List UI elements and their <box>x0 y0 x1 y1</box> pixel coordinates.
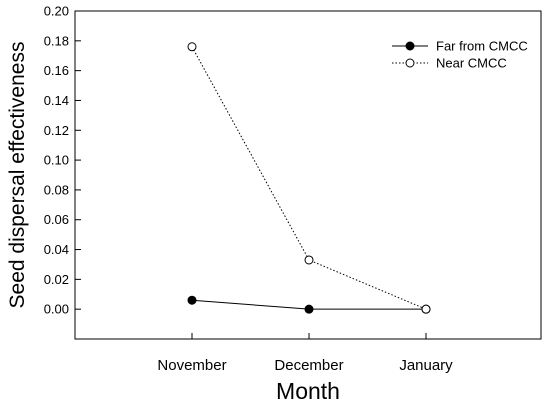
legend-marker <box>405 41 415 51</box>
series-near-cmcc <box>187 42 431 314</box>
y-tick-label: 0.00 <box>44 302 69 317</box>
data-point <box>187 42 197 52</box>
y-tick-label: 0.12 <box>44 123 69 138</box>
legend: Far from CMCC Near CMCC <box>392 39 528 71</box>
data-point <box>304 304 314 314</box>
x-tick-label: January <box>399 357 453 374</box>
series-layer <box>187 42 431 314</box>
series-far-from-cmcc <box>187 295 431 314</box>
x-axis-label: Month <box>276 378 340 404</box>
y-tick-label: 0.02 <box>44 272 69 287</box>
legend-label: Near CMCC <box>436 56 507 71</box>
data-point <box>304 255 314 265</box>
legend-marker <box>405 58 415 68</box>
y-tick-label: 0.20 <box>44 4 69 19</box>
y-axis: 0.00 0.02 0.04 0.06 0.08 0.10 0.12 0.14 0.16 0.18… <box>44 4 81 317</box>
y-tick-label: 0.16 <box>44 63 69 78</box>
data-point <box>187 295 197 305</box>
x-tick-label: November <box>157 357 226 374</box>
legend-entry: Near CMCC <box>392 56 507 71</box>
series-line <box>191 46 427 310</box>
y-tick-label: 0.06 <box>44 212 69 227</box>
plot-frame <box>74 10 542 340</box>
y-tick-label: 0.08 <box>44 182 69 197</box>
y-tick-label: 0.10 <box>44 153 69 168</box>
x-tick-label: December <box>274 357 343 374</box>
x-axis: November December January <box>157 333 453 374</box>
y-axis-label: Seed dispersal effectiveness <box>6 42 29 309</box>
y-tick-label: 0.04 <box>44 242 69 257</box>
data-point <box>421 304 431 314</box>
y-tick-label: 0.14 <box>44 93 69 108</box>
legend-label: Far from CMCC <box>436 39 528 54</box>
legend-entry: Far from CMCC <box>392 39 528 54</box>
y-tick-label: 0.18 <box>44 33 69 48</box>
